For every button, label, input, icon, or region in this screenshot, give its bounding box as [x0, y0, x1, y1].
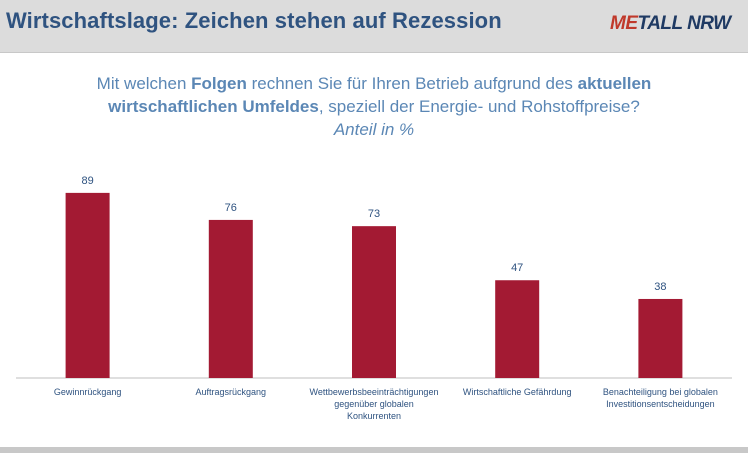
bar-2 — [208, 219, 253, 378]
category-label-4: Wirtschaftliche Gefährdung — [463, 387, 572, 397]
data-label-3: 73 — [368, 208, 380, 220]
metall-nrw-logo: METALL NRW — [610, 13, 731, 35]
logo-part1: ME — [610, 13, 638, 34]
header-bar: Wirtschaftslage: Zeichen stehen auf Reze… — [0, 0, 748, 53]
bottom-strip — [0, 447, 748, 453]
question-text-3: , speziell der Energie- und Rohstoffprei… — [318, 97, 640, 116]
bar-1 — [65, 192, 110, 378]
category-label-5: Benachteiligung bei globalen Investitions… — [603, 387, 718, 409]
bar-chart: 89 Gewinnrückgang 76 Auftragsrückgang 73 Wett… — [16, 175, 732, 421]
data-label-2: 76 — [225, 202, 237, 214]
question-bold-1: Folgen — [191, 74, 247, 93]
question-unit: Anteil in % — [333, 120, 415, 139]
category-label-1: Gewinnrückgang — [54, 387, 122, 397]
data-label-4: 47 — [511, 262, 523, 274]
question-text-1: Mit welchen — [96, 74, 192, 93]
survey-question: Mit welchen Folgen rechnen Sie für Ihren… — [40, 72, 708, 141]
question-text-2: rechnen Sie für Ihren Betrieb aufgrund d… — [246, 74, 578, 93]
bar-4 — [495, 280, 540, 378]
data-label-5: 38 — [654, 281, 666, 293]
category-label-2: Auftragsrückgang — [196, 387, 267, 397]
logo-part2: TALL NRW — [637, 13, 732, 34]
bar-3 — [352, 226, 396, 378]
bar-5 — [638, 298, 683, 378]
data-label-1: 89 — [81, 175, 93, 187]
category-label-3: Wettbewerbsbeeinträchtigungen gegenüber g… — [310, 387, 439, 421]
question-bold-2: aktuellen — [577, 74, 652, 93]
question-bold-3: wirtschaftlichen Umfeldes — [108, 97, 319, 116]
page-title: Wirtschaftslage: Zeichen stehen auf Reze… — [6, 8, 502, 33]
